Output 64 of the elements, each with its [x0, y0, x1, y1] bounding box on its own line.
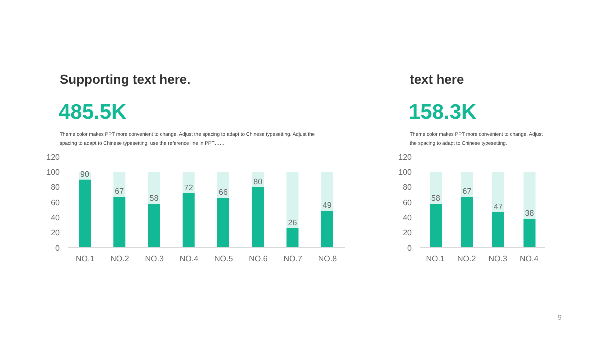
bar — [430, 172, 442, 204]
data-label: 67 — [462, 187, 472, 196]
y-tick-label: 80 — [403, 183, 413, 192]
y-tick-label: 20 — [403, 228, 413, 238]
y-tick-label: 40 — [403, 214, 413, 223]
bar — [79, 180, 91, 248]
y-tick-label: 100 — [398, 168, 413, 178]
bar — [182, 193, 195, 248]
x-tick-label: NO.2 — [458, 254, 477, 264]
bar — [430, 204, 442, 248]
data-label: 90 — [80, 170, 90, 179]
bar — [252, 187, 264, 248]
data-label: 80 — [254, 177, 264, 186]
data-label: 26 — [288, 218, 298, 228]
y-tick-label: 60 — [51, 198, 61, 208]
bar — [114, 172, 126, 198]
y-tick-label: 120 — [46, 152, 61, 162]
x-tick-label: NO.4 — [520, 254, 540, 264]
bar — [524, 172, 536, 220]
bar — [114, 197, 126, 248]
y-tick-label: 40 — [51, 214, 61, 223]
chart-subtitle: 158.3K — [409, 101, 477, 125]
x-tick-label: NO.2 — [110, 254, 130, 264]
bar — [148, 204, 160, 248]
y-tick-label: 20 — [51, 228, 61, 238]
bar — [461, 197, 474, 248]
data-label: 49 — [322, 200, 332, 210]
x-tick-label: NO.1 — [76, 254, 96, 264]
x-tick-label: NO.3 — [488, 254, 508, 264]
chart-title: text here — [410, 72, 464, 88]
data-label: 58 — [432, 194, 441, 204]
bar — [286, 172, 299, 228]
bar — [286, 228, 299, 248]
bar — [218, 198, 230, 248]
x-tick-label: NO.5 — [214, 254, 234, 264]
data-label: 38 — [525, 209, 535, 218]
bar — [182, 172, 195, 194]
y-tick-label: 80 — [51, 183, 61, 192]
chart-subtitle: 485.5K — [59, 101, 127, 125]
x-tick-label: NO.7 — [284, 254, 303, 264]
bar — [321, 172, 334, 211]
bar — [321, 210, 334, 248]
chart-title: Supporting text here. — [60, 72, 191, 88]
bar — [492, 212, 504, 248]
data-label: 47 — [494, 202, 504, 212]
x-tick-label: NO.3 — [145, 254, 164, 264]
data-label: 58 — [150, 194, 160, 204]
x-tick-label: NO.1 — [426, 254, 446, 264]
bar — [492, 172, 504, 212]
data-label: 66 — [219, 188, 228, 197]
x-tick-label: NO.4 — [180, 254, 200, 264]
bar — [218, 172, 230, 198]
data-label: 72 — [184, 183, 194, 192]
x-tick-label: NO.8 — [318, 254, 338, 264]
y-tick-label: 0 — [56, 244, 61, 253]
y-tick-label: 120 — [398, 152, 413, 162]
x-tick-label: NO.6 — [249, 254, 268, 264]
bar — [524, 219, 536, 248]
y-tick-label: 60 — [403, 198, 413, 208]
bar — [461, 172, 474, 198]
bar — [148, 172, 160, 204]
data-label: 67 — [115, 187, 125, 196]
y-tick-label: 100 — [46, 168, 61, 178]
y-tick-label: 0 — [408, 244, 413, 253]
